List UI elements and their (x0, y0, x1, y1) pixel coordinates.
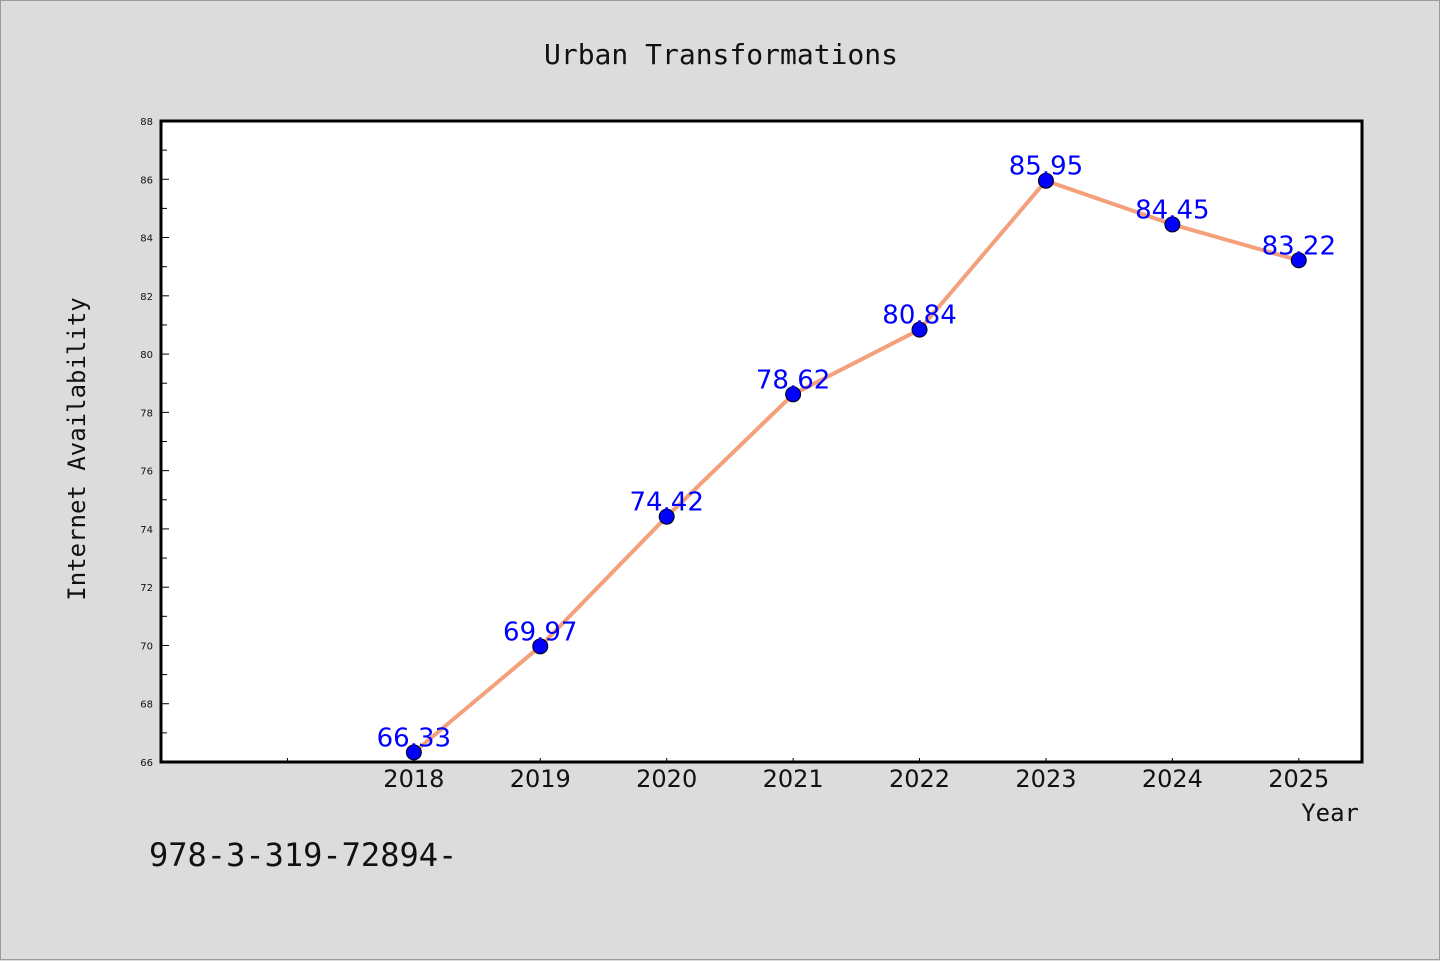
data-label-layer: 66.33 69.97 74.42 78.62 80.84 85.95 84.45 83.22 (377, 152, 1336, 754)
chart-title: Urban Transformations (544, 38, 898, 71)
data-label: 84.45 (1135, 195, 1209, 225)
y-axis: 66 68 70 72 74 76 78 80 82 84 86 88 (140, 117, 169, 769)
data-point (1037, 172, 1054, 189)
series-line (411, 178, 1301, 755)
series-layer (405, 172, 1307, 761)
data-label: 83.22 (1262, 231, 1336, 261)
data-point (1290, 252, 1307, 269)
y-tick-label: 76 (140, 467, 153, 478)
y-tick-label: 78 (140, 408, 153, 419)
y-tick-label: 82 (140, 292, 153, 303)
y-tick-label: 72 (140, 583, 153, 594)
data-label: 85.95 (1009, 152, 1083, 182)
data-label: 69.97 (503, 617, 577, 647)
x-tick-label: 2020 (636, 765, 697, 793)
y-tick-label: 84 (140, 234, 153, 245)
x-tick-label: 2021 (763, 765, 824, 793)
data-label: 78.62 (756, 365, 830, 395)
y-tick-label: 68 (140, 700, 153, 711)
data-point (658, 508, 675, 525)
x-axis: 2018 2019 2020 2021 2022 2023 2024 2025 (160, 758, 1329, 793)
x-tick-label: 2024 (1142, 765, 1203, 793)
data-label: 66.33 (377, 723, 451, 753)
footer-code: 978-3-319-72894- (149, 836, 457, 874)
data-point (405, 744, 422, 761)
y-axis-label: Internet Availability (63, 297, 91, 600)
y-tick-label: 88 (140, 117, 153, 128)
data-point (532, 638, 549, 655)
x-tick-label: 2022 (889, 765, 950, 793)
y-tick-label: 74 (140, 525, 153, 536)
data-label: 80.84 (882, 301, 956, 331)
x-tick-label: 2019 (510, 765, 571, 793)
y-tick-label: 66 (140, 758, 153, 769)
plot-area (159, 119, 1364, 764)
data-point (911, 321, 928, 338)
y-tick-label: 80 (140, 350, 153, 361)
x-tick-label: 2025 (1268, 765, 1329, 793)
x-tick-label: 2018 (383, 765, 444, 793)
y-tick-label: 70 (140, 641, 153, 652)
x-axis-label: Year (1301, 799, 1359, 827)
y-tick-label: 86 (140, 175, 153, 186)
data-point (1164, 216, 1181, 233)
x-tick-label: 2023 (1015, 765, 1076, 793)
data-point (785, 386, 802, 403)
data-label: 74.42 (629, 488, 703, 518)
